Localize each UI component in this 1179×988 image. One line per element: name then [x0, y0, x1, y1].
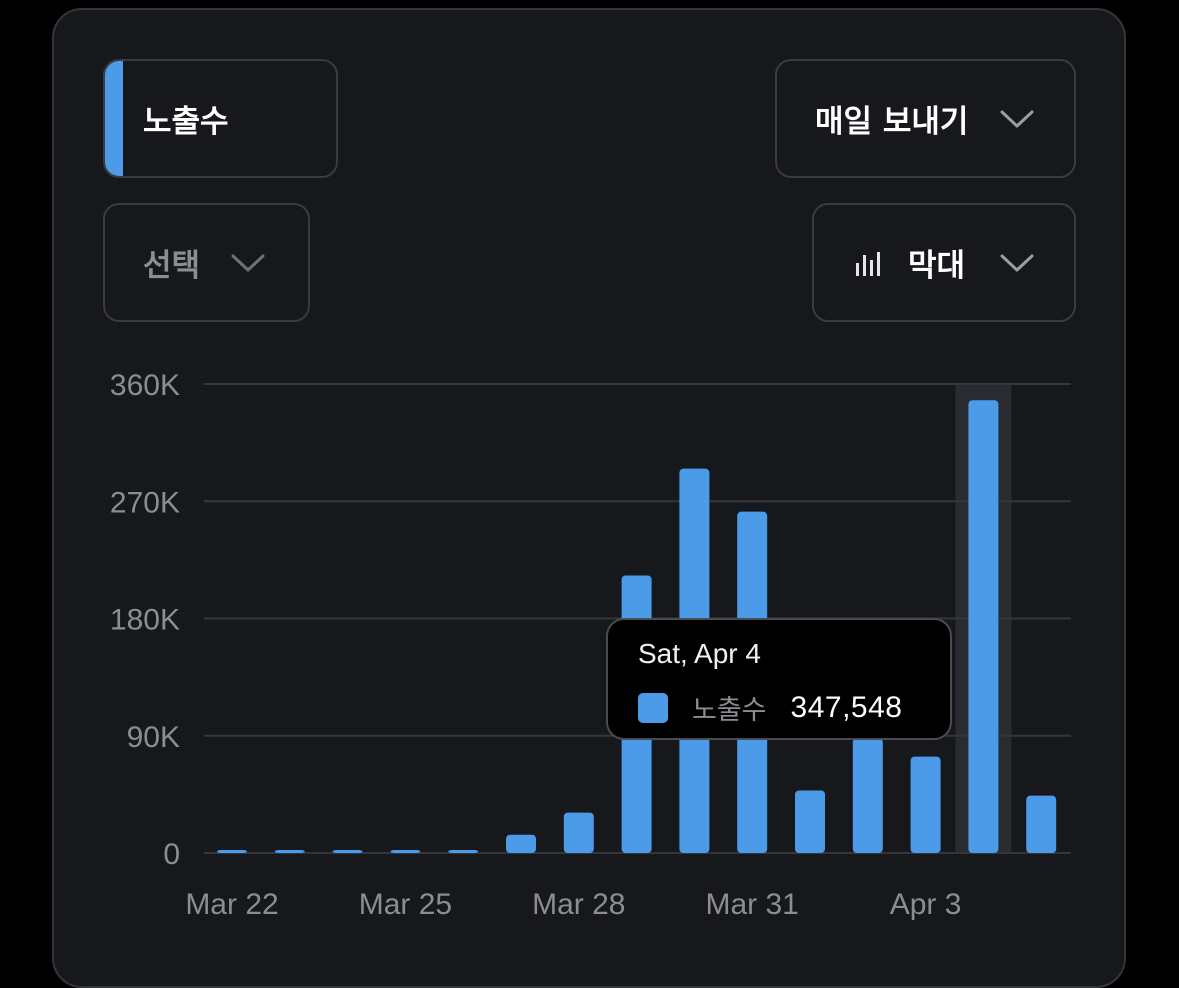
- x-tick-label: Mar 31: [706, 888, 799, 921]
- x-tick-label: Mar 28: [532, 888, 625, 921]
- bar: [563, 812, 594, 853]
- select-dropdown-label: 선택: [143, 248, 201, 284]
- y-tick-label: 360K: [110, 369, 180, 402]
- x-tick-label: Mar 22: [185, 888, 278, 921]
- chart-type-dropdown-label: 막대: [908, 248, 966, 284]
- bar: [506, 834, 536, 853]
- x-tick-label: Mar 25: [359, 888, 452, 921]
- y-tick-label: 0: [163, 838, 180, 871]
- bar: [274, 850, 305, 853]
- x-tick-label: Apr 3: [890, 888, 962, 921]
- tooltip-series-swatch: [638, 692, 668, 723]
- export-dropdown-label: 매일 보내기: [815, 104, 969, 140]
- bar: [217, 850, 247, 853]
- y-tick-label: 90K: [127, 721, 180, 754]
- tooltip-date: Sat, Apr 4: [638, 638, 761, 669]
- y-tick-label: 270K: [110, 486, 180, 519]
- chevron-down-icon: [999, 108, 1035, 130]
- metric-color-indicator: [105, 61, 123, 176]
- select-dropdown[interactable]: 선택: [103, 203, 310, 322]
- bar-chart: 0 90K 180K 270K 360K Mar 22 Mar 25 Mar 28 Mar 31…: [110, 369, 1071, 921]
- tooltip-row: 노출수 347,548: [638, 688, 902, 727]
- y-tick-label: 180K: [110, 604, 180, 637]
- bar: [910, 756, 941, 853]
- bar: [332, 850, 363, 853]
- tooltip-series-name: 노출수: [692, 695, 767, 726]
- metric-dropdown-label: 노출수: [143, 104, 229, 140]
- bar: [390, 850, 421, 853]
- bar: [1026, 795, 1057, 853]
- chart-type-dropdown[interactable]: 막대: [812, 203, 1076, 322]
- bar: [968, 400, 999, 853]
- export-dropdown[interactable]: 매일 보내기: [775, 59, 1076, 178]
- chevron-down-icon: [230, 252, 266, 274]
- bar: [852, 738, 883, 853]
- bar: [448, 850, 479, 853]
- bar-chart-icon: [854, 249, 882, 285]
- chevron-down-icon: [999, 252, 1035, 274]
- bar: [795, 790, 825, 853]
- metric-dropdown[interactable]: 노출수: [103, 59, 338, 178]
- chart-tooltip: Sat, Apr 4 노출수 347,548: [606, 618, 952, 740]
- tooltip-value: 347,548: [790, 690, 903, 724]
